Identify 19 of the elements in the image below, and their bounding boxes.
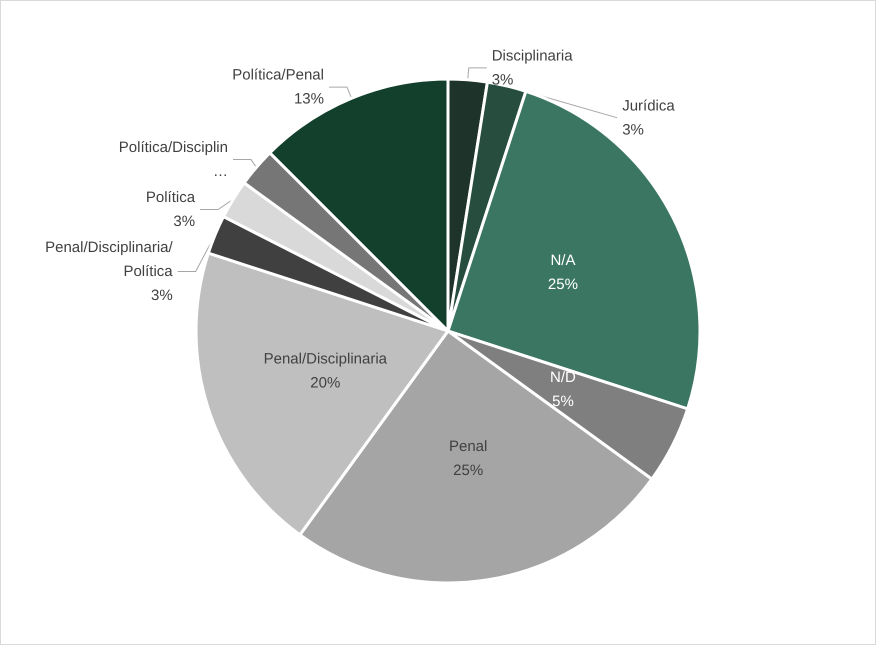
slice-label: Disciplinaria <box>492 47 574 64</box>
data-label: 3% <box>150 287 173 304</box>
data-label: 25% <box>453 462 484 479</box>
data-label: 3% <box>173 213 196 230</box>
data-label: 20% <box>310 374 340 392</box>
data-label: 13% <box>294 90 324 108</box>
slice-label: N/A <box>550 252 576 269</box>
slice-label: Política/Disciplin… <box>118 139 228 180</box>
slice-label: Jurídica <box>622 97 676 114</box>
data-label: 5% <box>552 393 574 410</box>
slice-label: Política <box>146 189 196 206</box>
slice-label: N/D <box>550 369 576 386</box>
data-label: 25% <box>548 276 578 293</box>
slice-label: Penal/Disciplinaria/Política <box>45 239 174 280</box>
data-label: 3% <box>492 71 514 88</box>
data-label: 3% <box>622 121 644 138</box>
slice-label: Penal/Disciplinaria <box>264 350 388 368</box>
slice-label: Penal <box>448 438 488 455</box>
slice-label: Política/Penal <box>232 66 324 84</box>
